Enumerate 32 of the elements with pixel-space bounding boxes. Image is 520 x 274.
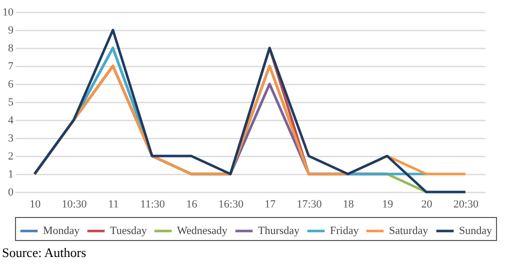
y-tick-label: 10 bbox=[2, 6, 14, 18]
legend-label: Thursday bbox=[258, 225, 300, 237]
x-tick-label: 20:30 bbox=[453, 198, 479, 210]
legend-label: Tuesday bbox=[110, 225, 148, 237]
x-tick-label: 11 bbox=[108, 198, 119, 210]
y-tick-label: 6 bbox=[8, 78, 14, 90]
x-tick-label: 20 bbox=[421, 198, 433, 210]
legend-label: Friday bbox=[330, 225, 360, 237]
x-tick-label: 16 bbox=[186, 198, 198, 210]
y-tick-label: 2 bbox=[8, 150, 14, 162]
x-tick-label: 10:30 bbox=[62, 198, 88, 210]
x-tick-label: 18 bbox=[342, 198, 354, 210]
legend-label: Sunday bbox=[459, 225, 492, 237]
x-tick-label: 16:30 bbox=[218, 198, 244, 210]
legend-label: Wednesady bbox=[177, 225, 228, 237]
line-series bbox=[33, 28, 467, 194]
x-tick-label: 17:30 bbox=[296, 198, 322, 210]
legend-label: Saturday bbox=[389, 225, 429, 237]
y-tick-label: 4 bbox=[8, 114, 14, 126]
legend-label: Monday bbox=[43, 225, 80, 237]
y-tick-label: 9 bbox=[8, 24, 14, 36]
x-tick-label: 10 bbox=[30, 198, 42, 210]
y-tick-label: 7 bbox=[8, 60, 14, 72]
y-tick-label: 0 bbox=[8, 186, 14, 198]
x-tick-label: 17 bbox=[264, 198, 276, 210]
source-note: Source: Authors bbox=[2, 245, 88, 261]
x-tick-label: 11:30 bbox=[140, 198, 166, 210]
y-tick-label: 3 bbox=[8, 132, 14, 144]
x-tick-label: 19 bbox=[382, 198, 394, 210]
y-tick-label: 1 bbox=[8, 168, 14, 180]
y-tick-label: 5 bbox=[8, 96, 14, 108]
y-tick-label: 8 bbox=[8, 42, 14, 54]
